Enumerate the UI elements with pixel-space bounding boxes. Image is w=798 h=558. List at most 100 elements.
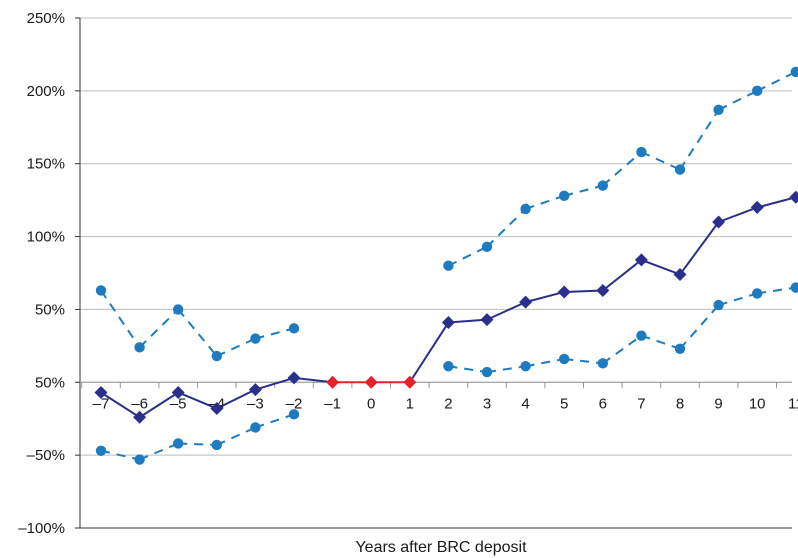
data-point-circle	[636, 330, 647, 341]
x-tick-label: 3	[483, 395, 491, 412]
series-upper-bound	[95, 66, 798, 362]
series-line-segment	[255, 327, 295, 340]
data-point-circle	[636, 146, 647, 158]
x-tick-label: 6	[599, 395, 607, 412]
series-line-segment	[139, 391, 179, 419]
x-tick-label: 4	[521, 395, 529, 412]
y-tick-label: –50%	[27, 447, 65, 464]
x-tick-label: 9	[714, 395, 722, 412]
x-tick-label: –1	[324, 395, 341, 412]
series-line-segment	[486, 301, 527, 321]
series-line-segment	[718, 89, 758, 111]
data-point-circle	[674, 164, 686, 175]
x-tick-label: 5	[560, 395, 568, 412]
series-line-segment	[641, 334, 681, 350]
series-line-segment	[564, 357, 603, 365]
y-tick-label: –100%	[18, 520, 65, 537]
series-line-segment	[486, 365, 526, 374]
series-line-segment	[756, 71, 797, 92]
reference-point-diamond	[326, 375, 340, 389]
data-point-diamond	[248, 383, 262, 397]
series-line-segment	[679, 304, 720, 350]
data-point-circle	[173, 438, 184, 449]
series-line-segment	[448, 365, 488, 374]
x-tick-label: 8	[676, 395, 684, 412]
y-tick-label: 200%	[27, 83, 65, 100]
data-point-circle	[288, 409, 300, 420]
data-point-circle	[211, 350, 222, 362]
data-point-diamond	[596, 283, 610, 297]
series-line-segment	[641, 258, 681, 276]
data-point-diamond	[673, 267, 687, 281]
y-tick-label: 50%	[35, 301, 65, 318]
series-line-segment	[525, 357, 565, 368]
series-line-segment	[679, 109, 720, 171]
x-tick-label: –5	[170, 395, 187, 412]
data-point-diamond	[94, 385, 108, 399]
series-line-segment	[255, 376, 295, 391]
y-tick-label: 50%	[35, 374, 65, 391]
data-point-diamond	[171, 385, 185, 399]
data-point-circle	[520, 361, 531, 372]
series-line-segment	[718, 206, 758, 223]
data-point-diamond	[287, 371, 301, 385]
x-tick-label: 7	[637, 395, 645, 412]
x-tick-label: –3	[247, 395, 264, 412]
x-axis-title: Years after BRC deposit	[355, 539, 527, 556]
data-point-circle	[674, 343, 686, 354]
data-point-circle	[790, 66, 798, 78]
series-line-segment	[255, 413, 295, 429]
series-line-segment	[100, 449, 140, 461]
series-line-segment	[448, 318, 488, 324]
series-line-segment	[679, 221, 720, 276]
data-point-circle	[520, 203, 531, 215]
series-line-segment	[216, 426, 256, 446]
series-line-segment	[138, 308, 179, 349]
series-line-segment	[525, 290, 565, 304]
series-line-segment	[756, 196, 797, 209]
series-line-segment	[602, 259, 643, 292]
series-line-segment	[177, 308, 218, 357]
data-point-circle	[597, 358, 608, 369]
data-point-circle	[250, 333, 261, 344]
series-line-segment	[525, 194, 565, 210]
x-tick-label: –7	[93, 395, 110, 412]
series-line-segment	[718, 292, 758, 307]
x-tick-labels: –7–6–5–4–3–2–101234567891011	[93, 395, 798, 412]
x-tick-label: 0	[367, 395, 375, 412]
data-point-circle	[95, 445, 107, 456]
data-point-circle	[443, 260, 454, 271]
data-point-circle	[134, 342, 145, 353]
data-point-diamond	[210, 402, 224, 416]
data-point-diamond	[634, 253, 648, 267]
data-point-diamond	[441, 316, 455, 330]
data-point-diamond	[712, 215, 726, 229]
series-line-segment	[293, 376, 333, 384]
series-line-segment	[139, 442, 179, 461]
series-line-segment	[178, 442, 217, 446]
y-tick-labels: 250% 200% 150% 100% 50% 50% –50% –100%	[18, 10, 65, 537]
x-tick-label: –2	[286, 395, 303, 412]
series-line-segment	[564, 289, 603, 293]
data-point-diamond	[519, 295, 533, 309]
data-point-circle	[752, 85, 763, 97]
data-point-circle	[443, 361, 454, 372]
series-line-segment	[640, 151, 681, 171]
data-point-circle	[481, 241, 493, 252]
data-point-diamond	[480, 313, 494, 327]
data-point-circle	[713, 104, 724, 116]
reference-point-diamond	[403, 375, 417, 389]
series-line-segment	[177, 391, 218, 410]
x-tick-label: 1	[406, 395, 414, 412]
data-point-circle	[134, 454, 145, 465]
series-lower-bound	[95, 282, 798, 465]
series-line-segment	[216, 388, 256, 410]
x-tick-label: 2	[444, 395, 452, 412]
series-line-segment	[100, 391, 141, 419]
data-point-circle	[250, 422, 261, 433]
data-point-circle	[211, 439, 222, 451]
data-point-circle	[559, 353, 570, 365]
data-point-diamond	[133, 410, 147, 424]
data-point-circle	[752, 288, 763, 299]
